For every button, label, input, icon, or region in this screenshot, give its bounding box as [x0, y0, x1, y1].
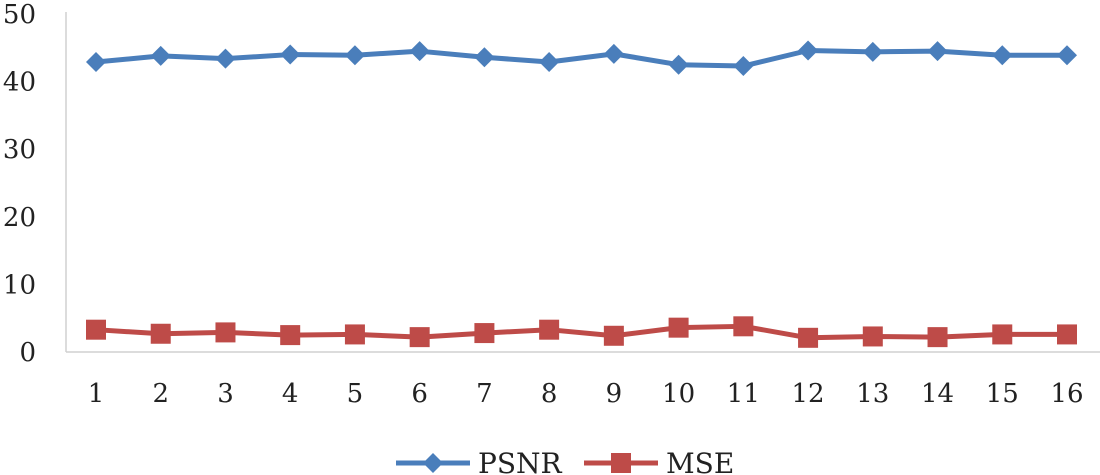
x-tick-label: 6 [411, 379, 428, 409]
data-point-mse [1057, 324, 1077, 345]
data-point-psnr [733, 56, 754, 77]
legend-marker [423, 453, 443, 473]
y-tick-label: 0 [19, 338, 36, 368]
x-tick-label: 14 [921, 379, 954, 409]
data-point-psnr [344, 45, 365, 66]
data-point-psnr [539, 51, 560, 72]
x-tick-label: 7 [476, 379, 493, 409]
series-psnr [86, 40, 1077, 77]
data-point-psnr [215, 48, 236, 69]
data-point-mse [86, 319, 106, 340]
data-point-psnr [927, 41, 948, 62]
y-axis-tick-labels: 0 10 20 30 40 50 [3, 0, 36, 368]
legend-label: MSE [666, 447, 734, 475]
data-point-mse [344, 324, 365, 345]
data-point-psnr [862, 41, 883, 62]
data-point-psnr [150, 45, 171, 66]
data-point-psnr [86, 51, 106, 72]
x-tick-label: 5 [347, 379, 364, 409]
data-point-psnr [668, 54, 689, 75]
data-point-mse [992, 324, 1013, 345]
x-tick-label: 9 [606, 379, 623, 409]
data-point-mse [733, 316, 754, 337]
data-point-psnr [1057, 45, 1077, 66]
x-tick-label: 15 [986, 379, 1019, 409]
x-tick-label: 3 [217, 379, 234, 409]
x-tick-label: 8 [541, 379, 558, 409]
legend-item-psnr: PSNR [396, 447, 563, 475]
y-tick-label: 10 [3, 270, 36, 300]
chart-axes [65, 12, 1100, 353]
y-tick-label: 50 [3, 0, 36, 30]
data-point-mse [539, 319, 560, 340]
data-point-mse [862, 326, 883, 347]
data-point-psnr [603, 43, 624, 64]
series-line-mse [95, 323, 1067, 341]
data-point-mse [603, 325, 624, 346]
data-point-psnr [992, 45, 1013, 66]
x-tick-label: 10 [662, 379, 695, 409]
data-point-psnr [409, 41, 430, 62]
y-tick-label: 40 [3, 68, 36, 98]
data-point-mse [150, 323, 171, 344]
x-tick-label: 2 [152, 379, 169, 409]
legend: PSNR MSE [396, 447, 734, 475]
data-point-mse [409, 327, 430, 348]
data-point-mse [280, 325, 301, 346]
data-point-mse [668, 317, 689, 338]
x-tick-label: 13 [856, 379, 889, 409]
data-point-mse [927, 327, 948, 348]
legend-item-mse: MSE [584, 447, 734, 475]
data-point-mse [798, 327, 819, 348]
x-tick-label: 11 [727, 379, 760, 409]
legend-label: PSNR [478, 447, 563, 475]
x-tick-label: 1 [88, 379, 105, 409]
y-tick-label: 20 [3, 203, 36, 233]
legend-marker [611, 453, 631, 473]
series-mse [86, 316, 1077, 348]
x-axis-tick-labels: 1 2 3 4 5 6 7 8 9 10 11 12 13 14 15 16 [88, 379, 1084, 409]
series-line-psnr [95, 48, 1067, 69]
data-point-psnr [798, 40, 819, 61]
series-layer [86, 40, 1077, 348]
data-point-psnr [474, 47, 495, 68]
x-tick-label: 12 [792, 379, 825, 409]
x-tick-label: 16 [1050, 379, 1083, 409]
data-point-mse [474, 323, 495, 344]
data-point-psnr [280, 44, 301, 65]
x-tick-label: 4 [282, 379, 299, 409]
data-point-mse [215, 322, 236, 343]
y-tick-label: 30 [3, 135, 36, 165]
